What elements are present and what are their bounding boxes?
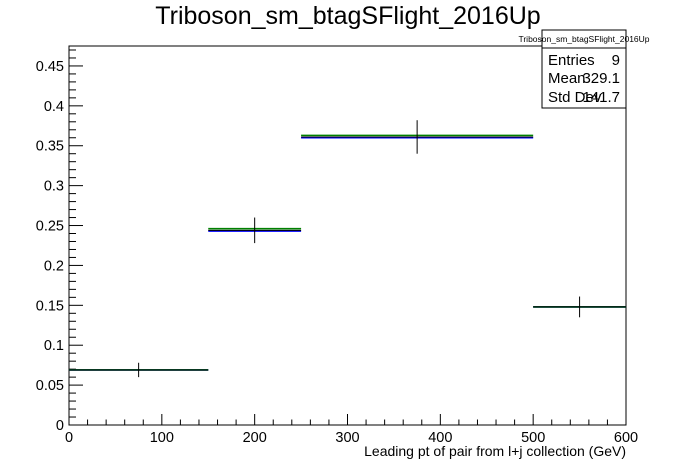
y-tick-label: 0 (56, 418, 64, 434)
x-axis-ticks (68, 414, 627, 425)
y-tick-label: 0.4 (44, 99, 64, 115)
stats-entries-label: Entries (548, 52, 595, 69)
y-tick-label: 0.05 (36, 378, 64, 394)
x-axis-label: Leading pt of pair from l+j collection (… (364, 443, 626, 459)
y-tick-label: 0.15 (36, 298, 64, 314)
y-tick-label: 0.35 (36, 139, 64, 155)
y-tick-label: 0.25 (36, 219, 64, 235)
x-tick-label: 600 (614, 430, 638, 446)
stats-box-frame (541, 29, 627, 109)
stats-entries-value: 9 (612, 52, 620, 69)
stats-mean-value: 329.1 (582, 70, 620, 87)
x-tick-label: 0 (65, 430, 73, 446)
x-axis-tick-labels: 0 100 200 300 400 500 600 (65, 430, 638, 446)
stats-stddev-value: 141.7 (582, 89, 620, 106)
x-tick-label: 100 (150, 430, 174, 446)
stats-mean-label: Mean (548, 70, 586, 87)
data-points (69, 120, 626, 378)
y-tick-label: 0.45 (36, 59, 64, 75)
x-tick-label: 500 (521, 430, 545, 446)
x-tick-label: 400 (428, 430, 452, 446)
y-tick-label: 0.1 (44, 338, 64, 354)
stats-box-title: Triboson_sm_btagSFlight_2016Up (518, 34, 649, 44)
y-axis-tick-labels: 0 0.05 0.1 0.15 0.2 0.25 0.3 0.35 0.4 0.45 (36, 59, 64, 434)
y-tick-label: 0.2 (44, 258, 64, 274)
chart-title: Triboson_sm_btagSFlight_2016Up (155, 2, 540, 30)
overlay-series (69, 134, 626, 371)
y-tick-label: 0.3 (44, 179, 64, 195)
stats-box: Triboson_sm_btagSFlight_2016Up Entries 9… (518, 29, 650, 109)
y-axis-ticks (69, 49, 83, 426)
stats-stddev-label: Std Dev (548, 89, 602, 106)
x-tick-label: 300 (335, 430, 359, 446)
x-tick-label: 200 (243, 430, 267, 446)
